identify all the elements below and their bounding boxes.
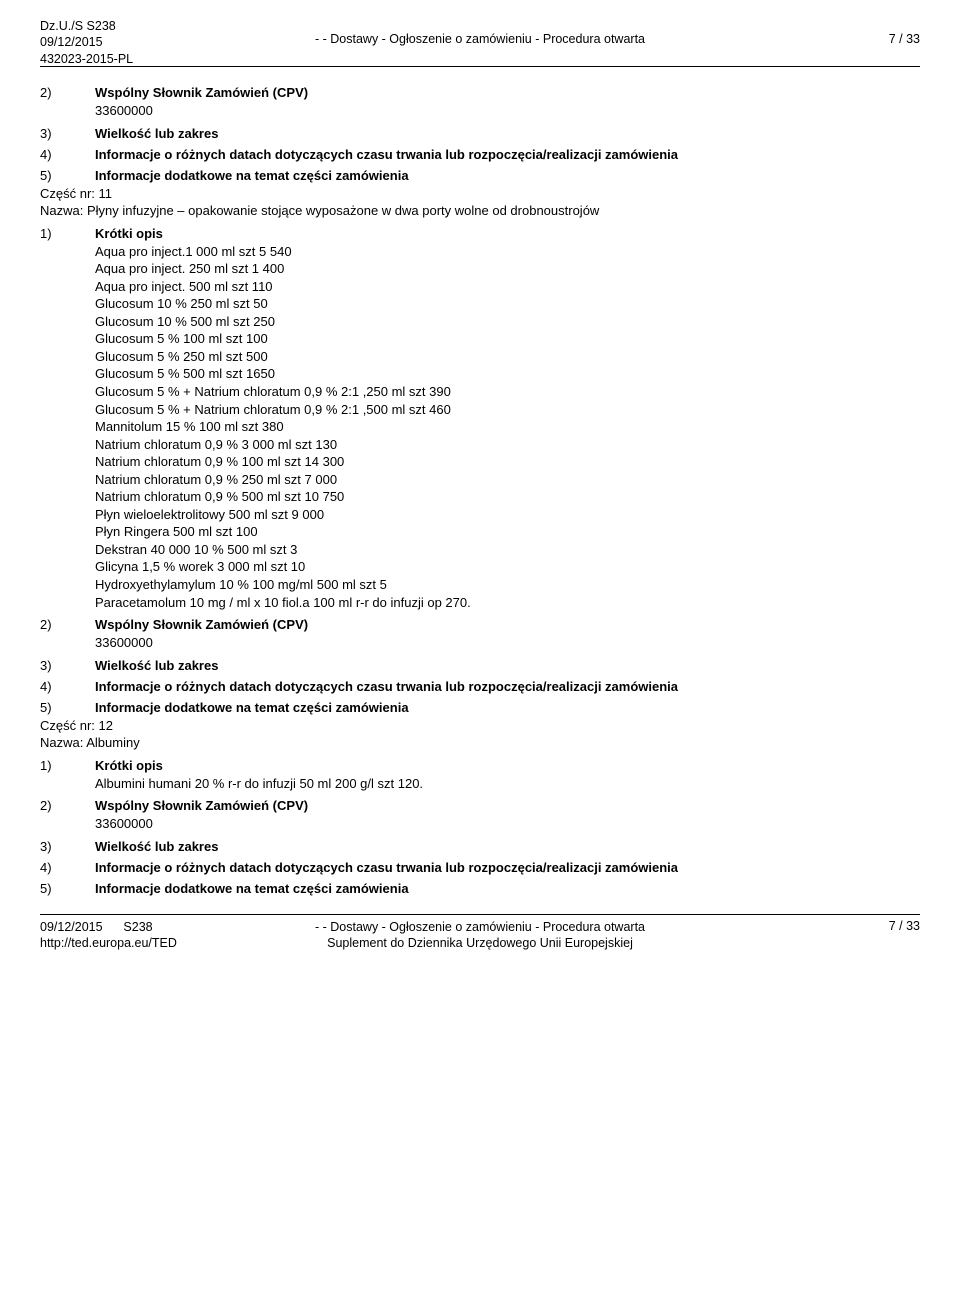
part12-label-1: Krótki opis (95, 758, 920, 773)
p11-l19: Hydroxyethylamylum 10 % 100 mg/ml 500 ml… (95, 576, 920, 594)
footer-left: 09/12/2015 S238 http://ted.europa.eu/TED (40, 919, 177, 952)
row-3-top: 3) Wielkość lub zakres (40, 126, 920, 141)
part11-row-1: 1) Krótki opis (40, 226, 920, 241)
p11-l9: Glucosum 5 % + Natrium chloratum 0,9 % 2… (95, 401, 920, 419)
p11-l2: Aqua pro inject. 500 ml szt 110 (95, 278, 920, 296)
part12-label-2: Wspólny Słownik Zamówień (CPV) (95, 798, 920, 813)
part11-cpv-value: 33600000 (95, 634, 920, 652)
part11-num-1: 1) (40, 226, 95, 241)
part11-row-2: 2) Wspólny Słownik Zamówień (CPV) (40, 617, 920, 632)
part11-name: Nazwa: Płyny infuzyjne – opakowanie stoj… (40, 202, 920, 220)
p11-l14: Natrium chloratum 0,9 % 500 ml szt 10 75… (95, 488, 920, 506)
part11-label-3: Wielkość lub zakres (95, 658, 920, 673)
part11-num-3: 3) (40, 658, 95, 673)
p11-l13: Natrium chloratum 0,9 % 250 ml szt 7 000 (95, 471, 920, 489)
part12-cpv-value: 33600000 (95, 815, 920, 833)
part12-label-4: Informacje o różnych datach dotyczących … (95, 860, 920, 875)
part12-row-3: 3) Wielkość lub zakres (40, 839, 920, 854)
label-dates: Informacje o różnych datach dotyczących … (95, 147, 920, 162)
part11-num-2: 2) (40, 617, 95, 632)
part11-row-3: 3) Wielkość lub zakres (40, 658, 920, 673)
p11-l4: Glucosum 10 % 500 ml szt 250 (95, 313, 920, 331)
part12-label-5: Informacje dodatkowe na temat części zam… (95, 881, 920, 896)
part12-num-1: 1) (40, 758, 95, 773)
header-docnum: 432023-2015-PL (40, 51, 133, 67)
p11-l20: Paracetamolum 10 mg / ml x 10 fiol.a 100… (95, 594, 920, 612)
label-cpv: Wspólny Słownik Zamówień (CPV) (95, 85, 920, 100)
num-5: 5) (40, 168, 95, 183)
p11-l11: Natrium chloratum 0,9 % 3 000 ml szt 130 (95, 436, 920, 454)
part11-row-4: 4) Informacje o różnych datach dotyczący… (40, 679, 920, 694)
p11-l7: Glucosum 5 % 500 ml szt 1650 (95, 365, 920, 383)
header-page-num: 7 / 33 (889, 32, 920, 46)
p11-l17: Dekstran 40 000 10 % 500 ml szt 3 (95, 541, 920, 559)
part12-num-2: 2) (40, 798, 95, 813)
part12-row-1: 1) Krótki opis (40, 758, 920, 773)
header-left: Dz.U./S S238 09/12/2015 432023-2015-PL (40, 18, 133, 67)
p11-l6: Glucosum 5 % 250 ml szt 500 (95, 348, 920, 366)
footer-issue: S238 (123, 920, 152, 934)
header-date: 09/12/2015 (40, 34, 133, 50)
part11-num-5: 5) (40, 700, 95, 715)
page-header: Dz.U./S S238 09/12/2015 432023-2015-PL -… (40, 18, 920, 67)
p11-l15: Płyn wieloelektrolitowy 500 ml szt 9 000 (95, 506, 920, 524)
footer-date: 09/12/2015 (40, 920, 103, 934)
p11-l12: Natrium chloratum 0,9 % 100 ml szt 14 30… (95, 453, 920, 471)
part11-number: Część nr: 11 (40, 185, 920, 203)
document-body: 2) Wspólny Słownik Zamówień (CPV) 336000… (40, 85, 920, 896)
part12-desc: Albumini humani 20 % r-r do infuzji 50 m… (95, 775, 920, 793)
part12-row-4: 4) Informacje o różnych datach dotyczący… (40, 860, 920, 875)
part12-num-5: 5) (40, 881, 95, 896)
row-5-top: 5) Informacje dodatkowe na temat części … (40, 168, 920, 183)
p11-l5: Glucosum 5 % 100 ml szt 100 (95, 330, 920, 348)
footer-url: http://ted.europa.eu/TED (40, 935, 177, 951)
part12-label-3: Wielkość lub zakres (95, 839, 920, 854)
p11-l18: Glicyna 1,5 % worek 3 000 ml szt 10 (95, 558, 920, 576)
footer-page-num: 7 / 33 (889, 919, 920, 933)
header-center: - - Dostawy - Ogłoszenie o zamówieniu - … (40, 18, 920, 46)
part12-num-3: 3) (40, 839, 95, 854)
cpv-value-top: 33600000 (95, 102, 920, 120)
p11-l1: Aqua pro inject. 250 ml szt 1 400 (95, 260, 920, 278)
p11-l8: Glucosum 5 % + Natrium chloratum 0,9 % 2… (95, 383, 920, 401)
part11-label-2: Wspólny Słownik Zamówień (CPV) (95, 617, 920, 632)
part12-num-4: 4) (40, 860, 95, 875)
part12-name: Nazwa: Albuminy (40, 734, 920, 752)
row-4-top: 4) Informacje o różnych datach dotyczący… (40, 147, 920, 162)
part11-row-5: 5) Informacje dodatkowe na temat części … (40, 700, 920, 715)
part11-desc: Aqua pro inject.1 000 ml szt 5 540 Aqua … (95, 243, 920, 611)
p11-l0: Aqua pro inject.1 000 ml szt 5 540 (95, 243, 920, 261)
part12-row-2: 2) Wspólny Słownik Zamówień (CPV) (40, 798, 920, 813)
part11-label-1: Krótki opis (95, 226, 920, 241)
label-size: Wielkość lub zakres (95, 126, 920, 141)
row-2-top: 2) Wspólny Słownik Zamówień (CPV) (40, 85, 920, 100)
p11-l16: Płyn Ringera 500 ml szt 100 (95, 523, 920, 541)
part11-num-4: 4) (40, 679, 95, 694)
label-additional: Informacje dodatkowe na temat części zam… (95, 168, 920, 183)
part11-label-4: Informacje o różnych datach dotyczących … (95, 679, 920, 694)
header-ref: Dz.U./S S238 (40, 18, 133, 34)
footer-date-row: 09/12/2015 S238 (40, 919, 177, 935)
part11-label-5: Informacje dodatkowe na temat części zam… (95, 700, 920, 715)
part12-number: Część nr: 12 (40, 717, 920, 735)
page-footer: 09/12/2015 S238 http://ted.europa.eu/TED… (40, 914, 920, 955)
num-4: 4) (40, 147, 95, 162)
num-3: 3) (40, 126, 95, 141)
num-2: 2) (40, 85, 95, 100)
part12-row-5: 5) Informacje dodatkowe na temat części … (40, 881, 920, 896)
p11-l3: Glucosum 10 % 250 ml szt 50 (95, 295, 920, 313)
p11-l10: Mannitolum 15 % 100 ml szt 380 (95, 418, 920, 436)
